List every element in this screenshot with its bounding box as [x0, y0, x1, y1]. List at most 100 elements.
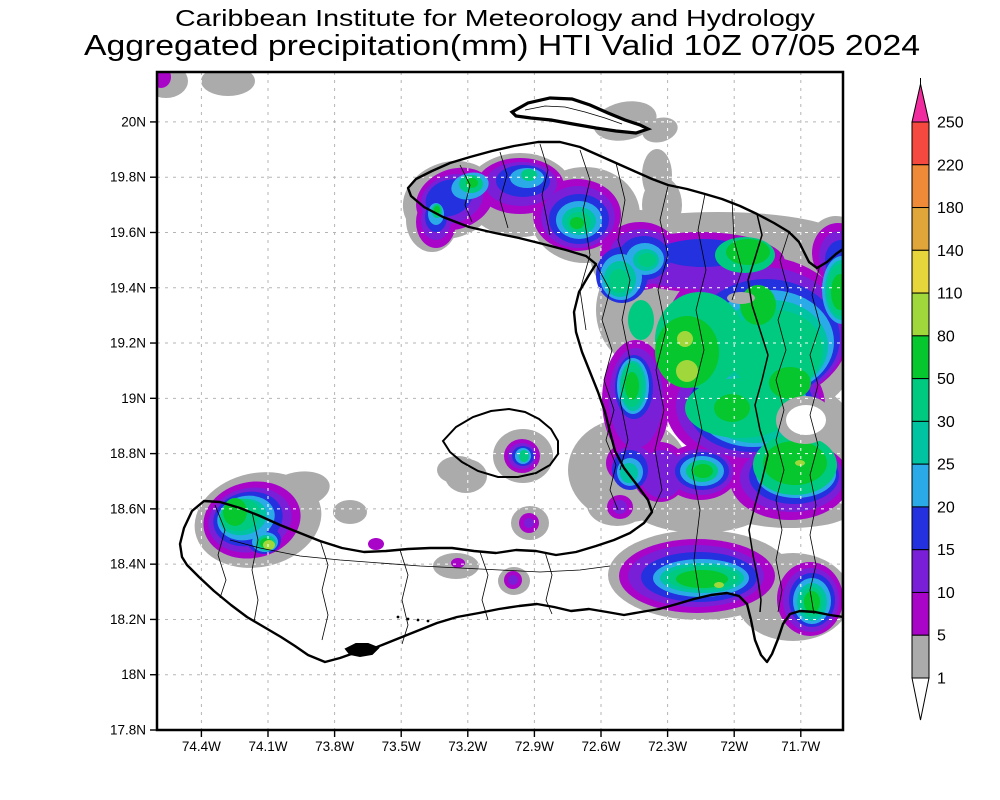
interior-boundary-line [775, 231, 790, 613]
coastlines [178, 96, 843, 664]
precip-cell-green [726, 239, 770, 265]
chart-title-line1: Caribbean Institute for Meteorology and … [175, 5, 816, 31]
colorbar-box-blue [911, 506, 930, 551]
y-tick-label: 19.2N [110, 336, 146, 351]
colorbar-label: 10 [937, 585, 955, 602]
gonave-island [441, 407, 559, 478]
colorbar-box-violet [911, 549, 930, 593]
precip-cell-gray [333, 500, 367, 524]
precip-cell-green [655, 316, 719, 388]
interior-boundary-line [544, 551, 553, 615]
colorbar-label: 50 [937, 371, 955, 388]
precip-cell-violet [524, 518, 534, 528]
precip-cell-gray [201, 72, 255, 96]
colorbar-box-green [911, 335, 930, 380]
precip-cell-gray [437, 456, 479, 484]
y-tick-label: 18.4N [110, 557, 146, 572]
interior-boundary-line [319, 539, 329, 641]
precip-cell-sgreen [519, 450, 529, 462]
interior-boundary-line [579, 149, 591, 331]
precip-contours [157, 72, 843, 641]
x-tick-label: 74.4W [182, 739, 221, 754]
colorbar-label: 20 [937, 499, 955, 516]
precip-cell-green [570, 217, 584, 229]
chart-title-line2: Aggregated precipitation(mm) HTI Valid 1… [84, 30, 920, 62]
interior-boundary-line [399, 549, 409, 645]
precip-cell-green [693, 464, 713, 478]
colorbar-label: 220 [937, 157, 964, 174]
colorbar-box-gray [911, 634, 930, 679]
precip-cell-green [831, 274, 843, 310]
y-tick-label: 20N [121, 114, 146, 129]
precip-cell-ygreen [677, 331, 693, 347]
precip-cell-magenta [157, 72, 171, 88]
colorbar: 250 220 180 140 110 80 50 30 25 20 15 10 5 1 [911, 78, 964, 721]
y-tick-label: 18.2N [110, 612, 146, 627]
coast-dot [406, 617, 410, 621]
precip-cell-green [466, 178, 478, 188]
interior-boundary-line [595, 263, 619, 511]
precip-cell-ygreen [263, 540, 275, 550]
x-tick-label: 72.6W [581, 739, 620, 754]
precip-cell-magenta [368, 538, 384, 550]
x-tick-label: 73.2W [448, 739, 487, 754]
x-tick-label: 73.5W [382, 739, 421, 754]
colorbar-label: 25 [937, 457, 955, 474]
precip-cell-violet [508, 575, 518, 585]
precip-cell-sgreen [638, 253, 656, 267]
precip-cell-white_hole [786, 405, 826, 435]
colorbar-label: 80 [937, 328, 955, 345]
colorbar-label: 5 [937, 628, 946, 645]
y-tick-label: 18N [121, 667, 146, 682]
colorbar-above-max-arrow [911, 83, 930, 123]
colorbar-box-red [911, 121, 930, 166]
colorbar-box-magenta [911, 591, 930, 636]
y-tick-label: 17.8N [110, 723, 146, 738]
y-tick-label: 19.6N [110, 225, 146, 240]
colorbar-box-ygreen [911, 292, 930, 337]
y-tick-label: 19N [121, 391, 146, 406]
colorbar-box-teal [911, 420, 930, 465]
ile-a-vache-island [344, 643, 380, 658]
precip-cell-ygreen [676, 360, 698, 382]
interior-boundary-line [691, 193, 707, 599]
interior-boundary-line [615, 162, 631, 471]
interior-boundary-line [809, 264, 821, 615]
precip-cell-green [625, 372, 639, 400]
interior-boundary-line [731, 198, 743, 301]
precip-cell-green [714, 394, 750, 422]
precip-cell-ygreen [795, 460, 805, 466]
interior-boundary-line [651, 185, 669, 513]
precip-cell-magenta [451, 558, 465, 568]
x-tick-label: 74.1W [248, 739, 287, 754]
colorbar-box-lblue [911, 463, 930, 508]
axes: 74.4W 74.1W 73.8W 73.5W 73.2W 72.9W 72.6W 72.3W… [110, 114, 821, 754]
x-tick-label: 72.3W [648, 739, 687, 754]
colorbar-label: 250 [937, 115, 964, 132]
x-tick-label: 72W [720, 739, 748, 754]
coast-dot [396, 615, 400, 619]
map-frame [155, 70, 845, 732]
y-tick-label: 18.8N [110, 446, 146, 461]
y-tick-label: 18.6N [110, 501, 146, 516]
interior-boundary-line [229, 539, 611, 573]
precip-cell-sgreen [609, 269, 629, 293]
interior-boundary-line [479, 551, 489, 621]
y-tick-label: 19.8N [110, 170, 146, 185]
coast-dot [426, 619, 430, 623]
colorbar-label: 110 [937, 286, 963, 303]
interior-boundary-line [499, 151, 509, 229]
colorbar-box-sgreen [911, 378, 930, 422]
precip-cell-green [223, 498, 247, 526]
colorbar-label: 180 [937, 200, 964, 217]
precip-cell-gray [642, 117, 678, 143]
interior-boundary-line [459, 164, 473, 223]
interior-boundary-line [214, 504, 227, 599]
haiti-dr-border [747, 213, 769, 613]
x-tick-label: 72.9W [515, 739, 554, 754]
interior-boundary-line [539, 143, 551, 236]
gridlines-over [157, 72, 843, 730]
